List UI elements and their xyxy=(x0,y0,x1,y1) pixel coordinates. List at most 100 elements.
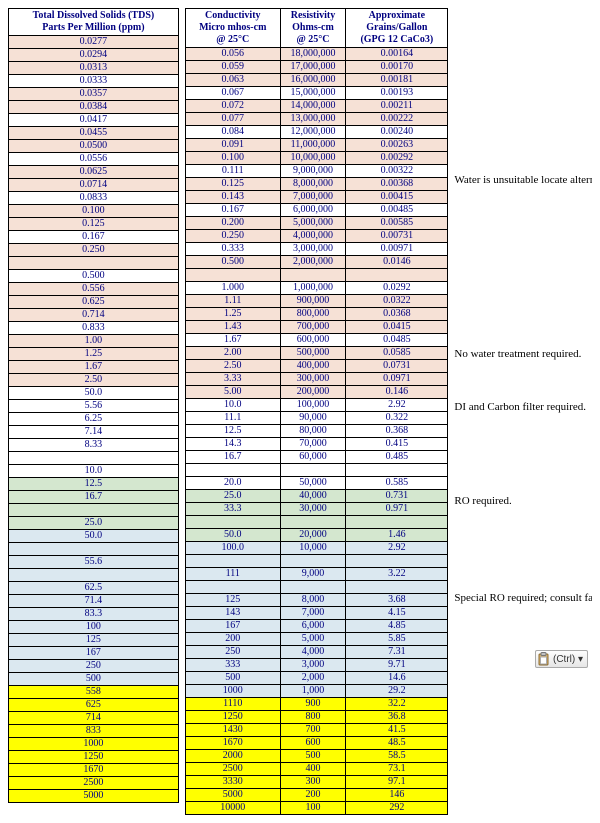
table-row: 2.00500,0000.0585 xyxy=(185,347,448,360)
res-cell: 7,000 xyxy=(280,607,346,620)
res-cell: 9,000 xyxy=(280,568,346,581)
cond-cell: 0.059 xyxy=(185,61,280,74)
table-row: 1.25 xyxy=(9,348,179,361)
table-row: 6.25 xyxy=(9,413,179,426)
tds-cell: 0.500 xyxy=(9,270,179,283)
res-cell: 10,000 xyxy=(280,542,346,555)
cond-cell: 3330 xyxy=(185,776,280,789)
notes-column: (Ctrl) ▾ Water is unsuitable locate alte… xyxy=(454,8,592,668)
cond-cell: 0.084 xyxy=(185,126,280,139)
gpg-cell: 0.368 xyxy=(346,425,448,438)
table-row: 0.5002,000,0000.0146 xyxy=(185,256,448,269)
gpg-cell: 0.0368 xyxy=(346,308,448,321)
table-row: 0.0455 xyxy=(9,127,179,140)
paste-options-widget[interactable]: (Ctrl) ▾ xyxy=(535,650,588,668)
table-row: 16.7 xyxy=(9,491,179,504)
table-row: 71.4 xyxy=(9,595,179,608)
table-row: 0.250 xyxy=(9,244,179,257)
gpg-cell: 0.0971 xyxy=(346,373,448,386)
tds-header: Total Dissolved Solids (TDS)Parts Per Mi… xyxy=(9,9,179,36)
table-row: 10000100292 xyxy=(185,802,448,815)
table-row xyxy=(185,516,448,529)
gpg-cell: 0.00322 xyxy=(346,165,448,178)
table-row: 0.1437,000,0000.00415 xyxy=(185,191,448,204)
gpg-cell xyxy=(346,516,448,529)
tds-cell: 2500 xyxy=(9,777,179,790)
res-cell: 9,000,000 xyxy=(280,165,346,178)
gpg-cell: 0.00263 xyxy=(346,139,448,152)
note-text: Special RO required; consult factory. xyxy=(454,592,592,605)
cond-cell: 125 xyxy=(185,594,280,607)
note-text: No water treatment required. xyxy=(454,348,592,361)
tds-cell xyxy=(9,569,179,582)
gpg-cell: 292 xyxy=(346,802,448,815)
cond-cell: 10.0 xyxy=(185,399,280,412)
gpg-cell: 0.731 xyxy=(346,490,448,503)
res-cell: 70,000 xyxy=(280,438,346,451)
gpg-cell: 3.68 xyxy=(346,594,448,607)
res-cell: 2,000 xyxy=(280,672,346,685)
res-cell: 700 xyxy=(280,724,346,737)
cond-cell: 11.1 xyxy=(185,412,280,425)
res-cell: 3,000,000 xyxy=(280,243,346,256)
tds-cell: 0.833 xyxy=(9,322,179,335)
res-cell: 18,000,000 xyxy=(280,48,346,61)
cond-cell: 50.0 xyxy=(185,529,280,542)
tds-cell: 8.33 xyxy=(9,439,179,452)
tds-cell: 0.0277 xyxy=(9,36,179,49)
cond-cell: 167 xyxy=(185,620,280,633)
gpg-cell: 0.00164 xyxy=(346,48,448,61)
cond-cell: 0.125 xyxy=(185,178,280,191)
cond-cell: 2.50 xyxy=(185,360,280,373)
cond-cell xyxy=(185,516,280,529)
tds-cell: 1250 xyxy=(9,751,179,764)
table-row: 143070041.5 xyxy=(185,724,448,737)
cond-cell: 0.100 xyxy=(185,152,280,165)
table-row xyxy=(9,504,179,517)
table-row: 1670 xyxy=(9,764,179,777)
gpg-cell xyxy=(346,581,448,594)
gpg-cell: 0.971 xyxy=(346,503,448,516)
table-row: 0.05618,000,0000.00164 xyxy=(185,48,448,61)
clipboard-icon xyxy=(538,652,550,666)
tds-cell xyxy=(9,257,179,270)
tds-cell: 714 xyxy=(9,712,179,725)
table-row: 0.0384 xyxy=(9,101,179,114)
res-cell: 600,000 xyxy=(280,334,346,347)
table-row: 0.0277 xyxy=(9,36,179,49)
res-cell: 500 xyxy=(280,750,346,763)
table-row: 250 xyxy=(9,660,179,673)
cond-cell: 0.167 xyxy=(185,204,280,217)
table-row xyxy=(185,464,448,477)
table-row: 5000 xyxy=(9,790,179,803)
table-row: 333030097.1 xyxy=(185,776,448,789)
tds-cell: 71.4 xyxy=(9,595,179,608)
cond-cell: 12.5 xyxy=(185,425,280,438)
res-cell: 11,000,000 xyxy=(280,139,346,152)
table-row: 8.33 xyxy=(9,439,179,452)
gpg-cell: 0.0146 xyxy=(346,256,448,269)
tds-cell: 0.0357 xyxy=(9,88,179,101)
gpg-cell: 0.00170 xyxy=(346,61,448,74)
table-row: 0.07214,000,0000.00211 xyxy=(185,100,448,113)
res-cell: 16,000,000 xyxy=(280,74,346,87)
table-row: 0.2504,000,0000.00731 xyxy=(185,230,448,243)
gpg-cell: 0.00193 xyxy=(346,87,448,100)
table-row: 0.1258,000,0000.00368 xyxy=(185,178,448,191)
table-row: 0.10010,000,0000.00292 xyxy=(185,152,448,165)
res-cell: 8,000 xyxy=(280,594,346,607)
gpg-cell: 0.00368 xyxy=(346,178,448,191)
table-row: 0.0333 xyxy=(9,75,179,88)
table-row: 111090032.2 xyxy=(185,698,448,711)
note-text: DI and Carbon filter required. xyxy=(454,401,592,414)
res-cell: 12,000,000 xyxy=(280,126,346,139)
table-row: 125080036.8 xyxy=(185,711,448,724)
gpg-cell xyxy=(346,464,448,477)
gpg-cell xyxy=(346,269,448,282)
gpg-cell: 58.5 xyxy=(346,750,448,763)
cond-cell: 3.33 xyxy=(185,373,280,386)
cond-cell: 0.091 xyxy=(185,139,280,152)
gpg-cell: 0.0322 xyxy=(346,295,448,308)
table-row: 625 xyxy=(9,699,179,712)
table-row: 0.0313 xyxy=(9,62,179,75)
